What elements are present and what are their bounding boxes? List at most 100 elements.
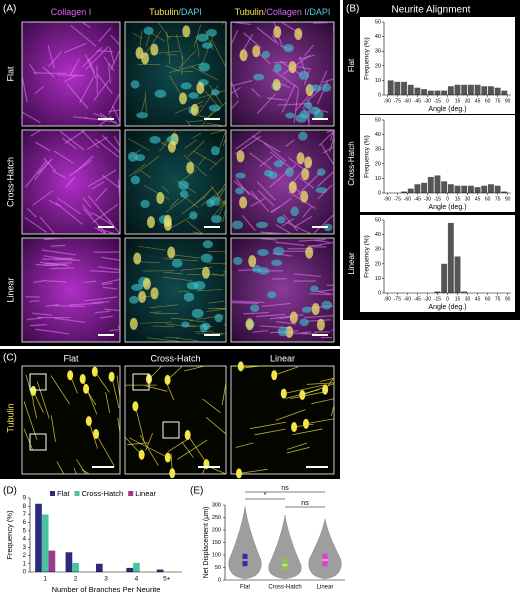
cell-body: [133, 252, 142, 265]
fiber: [300, 331, 312, 334]
fiber: [165, 336, 180, 339]
nucleus: [235, 172, 246, 179]
y-tick-label: 150: [212, 540, 221, 546]
fiber: [183, 154, 207, 177]
fiber: [251, 88, 261, 97]
fiber: [110, 49, 121, 70]
inset-box: [132, 373, 150, 391]
bar: [427, 176, 434, 193]
neurite: [56, 461, 65, 475]
fiber: [83, 280, 97, 284]
bar: [488, 86, 494, 95]
fiber: [256, 27, 277, 44]
fiber: [275, 241, 305, 246]
nucleus: [233, 256, 243, 265]
fiber: [281, 84, 296, 113]
panel-label: (C): [3, 353, 17, 364]
bar: [421, 89, 428, 95]
fiber: [117, 325, 121, 330]
y-tick-label: 50: [375, 19, 381, 25]
bar: [65, 552, 73, 572]
nucleus: [210, 89, 220, 96]
fiber: [230, 21, 252, 26]
fiber: [97, 266, 121, 271]
fiber: [266, 97, 287, 101]
header-part: Collagen I: [51, 7, 92, 17]
x-tick-label: 75: [495, 296, 501, 302]
cell-body: [196, 82, 205, 95]
neurite: [205, 417, 227, 435]
x-tick-label: 45: [475, 296, 481, 302]
y-tick-label: 100: [212, 552, 221, 558]
bar: [407, 84, 414, 95]
fiber: [26, 317, 42, 321]
fiber: [42, 279, 67, 283]
fiber: [165, 323, 197, 328]
fiber: [98, 27, 112, 43]
fiber: [87, 195, 112, 223]
fiber: [191, 132, 202, 139]
fiber: [235, 130, 262, 150]
fiber: [87, 57, 96, 74]
fiber: [92, 203, 119, 224]
texture: [231, 237, 335, 339]
fiber: [230, 100, 240, 110]
neurite: [274, 366, 299, 376]
neurite: [286, 442, 308, 450]
fiber: [294, 215, 313, 228]
cell-body: [316, 318, 325, 331]
fiber: [249, 152, 272, 170]
x-tick-label: -30: [424, 296, 431, 302]
texture: [24, 129, 121, 235]
fiber: [33, 280, 44, 283]
fiber: [109, 47, 115, 64]
bar: [414, 184, 421, 193]
neurite: [311, 398, 335, 405]
fiber: [276, 321, 297, 325]
fiber: [169, 198, 179, 208]
fiber: [297, 171, 322, 196]
fiber: [325, 129, 335, 134]
fiber: [233, 79, 253, 87]
x-tick-label: 5+: [163, 576, 171, 583]
nucleus: [273, 160, 284, 168]
cell-body: [239, 49, 248, 62]
fiber: [63, 42, 87, 54]
fiber: [143, 30, 162, 58]
fiber: [222, 137, 227, 147]
bar: [461, 291, 468, 293]
cell-body: [304, 156, 313, 169]
nucleus: [206, 29, 217, 37]
fiber: [170, 317, 194, 321]
row-label: Flat: [5, 66, 15, 82]
nucleus: [250, 304, 260, 313]
fiber: [235, 178, 250, 196]
fiber: [243, 311, 269, 315]
nucleus: [201, 42, 213, 49]
neurite: [124, 436, 142, 456]
x-tick-label: 0: [446, 296, 449, 302]
bar: [494, 87, 501, 95]
x-tick-label: -60: [404, 98, 411, 104]
neurite: [275, 409, 306, 421]
fiber: [230, 86, 241, 95]
y-tick-label: 30: [375, 49, 381, 55]
neurite: [73, 467, 77, 475]
fiber: [319, 241, 335, 246]
x-tick-label: 75: [495, 98, 501, 104]
fiber: [270, 197, 292, 214]
soma: [184, 429, 191, 440]
nucleus: [235, 187, 245, 195]
fiber: [82, 197, 92, 208]
cell-body: [150, 287, 159, 300]
x-tick-label: 15: [455, 98, 461, 104]
nucleus: [290, 206, 299, 217]
fiber: [32, 190, 53, 206]
neurite: [128, 437, 169, 458]
cell-body: [182, 25, 191, 38]
stain-label: Tubulin: [5, 403, 15, 432]
fiber: [70, 24, 97, 47]
fiber: [85, 54, 97, 79]
fiber: [107, 218, 121, 235]
nucleus: [316, 168, 326, 176]
